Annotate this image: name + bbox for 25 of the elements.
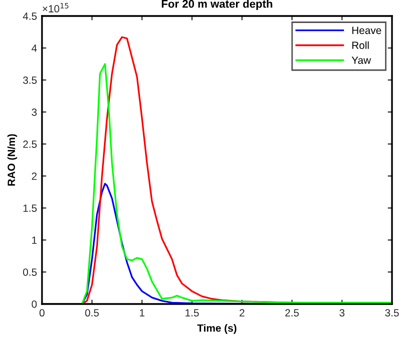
y-tick-label: 3.5 xyxy=(23,76,37,84)
y-tick-label: 4.5 xyxy=(22,12,37,20)
x-axis-title: Time (s) xyxy=(197,324,236,334)
y-tick-label: 0 xyxy=(32,300,37,308)
y-tick-label: 1 xyxy=(32,236,37,244)
x-tick-label: 2.5 xyxy=(285,309,299,317)
y-tick-label: 3 xyxy=(32,108,37,116)
legend-label: Yaw xyxy=(352,56,371,64)
y-tick-label: 2 xyxy=(32,172,37,180)
x-tick-label: 0.5 xyxy=(85,309,99,317)
legend-label: Roll xyxy=(352,41,369,49)
legend-label: Heave xyxy=(352,26,382,34)
y-tick-label: 0.5 xyxy=(23,268,37,276)
x-tick-label: 3.5 xyxy=(385,309,399,317)
text: ×10$^{15}$ xyxy=(42,3,68,12)
x-tick-label: 3 xyxy=(340,309,344,317)
y-tick-label: 1.5 xyxy=(23,204,37,212)
chart-title: For 20 m water depth xyxy=(162,0,272,10)
x-tick-label: 1 xyxy=(140,309,144,316)
x-tick-label: 0 xyxy=(40,309,44,317)
x-tick-label: 2 xyxy=(240,309,244,316)
y-tick-label: 4 xyxy=(32,44,37,52)
y-tick-label: 2.5 xyxy=(23,140,37,148)
y-axis-title: RAO (N/m) xyxy=(7,134,18,186)
x-tick-label: 1.5 xyxy=(186,309,199,317)
